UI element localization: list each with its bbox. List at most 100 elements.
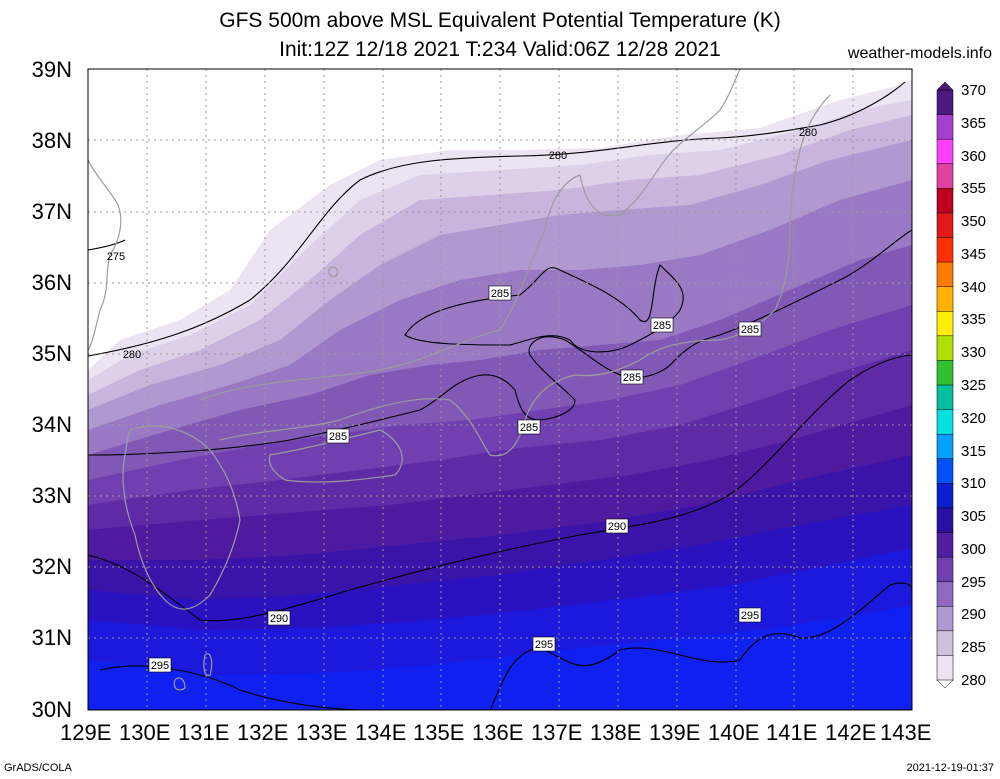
map-title: GFS 500m above MSL Equivalent Potential … <box>219 9 781 32</box>
lon-label-130e: 130E <box>119 720 171 745</box>
colorbar-label: 290 <box>961 606 987 624</box>
colorbar-swatch <box>936 409 954 435</box>
colorbar-label: 365 <box>961 114 987 132</box>
contour-label: 280 <box>799 127 817 139</box>
contour-label: 285 <box>653 320 671 332</box>
lon-label-137e: 137E <box>531 720 583 745</box>
contour-285-loop <box>404 264 684 353</box>
contour-labels: 275 280 280 280 285 285 285 285 285 285 290 290 295 2… <box>107 127 817 673</box>
colorbar-label: 330 <box>961 344 987 362</box>
footer-software: GrADS/COLA <box>4 762 72 774</box>
lon-label-143e: 143E <box>880 720 932 745</box>
contour-label: 285 <box>623 372 641 384</box>
contour-label-box <box>650 317 674 333</box>
colorbar-label: 360 <box>961 147 987 165</box>
lat-label-33n: 33N <box>31 483 72 508</box>
lat-label-38n: 38N <box>31 128 72 153</box>
contour-label: 295 <box>535 639 553 651</box>
contour-label-box <box>620 369 644 385</box>
colorbar-label: 325 <box>961 377 987 394</box>
contour-label-box <box>517 419 541 435</box>
coast-korea <box>88 159 122 351</box>
contour-label: 285 <box>329 431 347 443</box>
lon-label-136e: 136E <box>472 720 524 745</box>
colorbar-swatch <box>936 311 954 337</box>
colorbar-label: 350 <box>961 213 987 231</box>
colorbar-swatch <box>936 114 954 140</box>
contour-label-box <box>605 518 629 534</box>
contour-280-west <box>88 81 906 357</box>
lat-label-30n: 30N <box>31 697 72 722</box>
lat-label-32n: 32N <box>31 554 72 579</box>
colorbar-label: 285 <box>961 639 987 657</box>
lat-label-31n: 31N <box>31 625 72 650</box>
colorbar-bottom-arrow <box>936 679 954 689</box>
colorbar-swatch <box>936 458 954 485</box>
colorbar-label: 345 <box>961 245 987 263</box>
lat-label-36n: 36N <box>31 270 72 295</box>
colorbar-swatch <box>936 335 954 362</box>
contour-285 <box>88 229 912 456</box>
colorbar-swatch <box>936 630 954 657</box>
colorbar-swatch <box>936 188 954 214</box>
theta-e-field <box>88 69 912 710</box>
colorbar-label: 340 <box>961 278 987 296</box>
colorbar-label: 355 <box>961 180 987 198</box>
colorbar-swatch <box>936 507 954 534</box>
colorbar-swatch <box>936 606 954 632</box>
colorbar-swatch <box>936 483 954 509</box>
colorbar-label: 370 <box>961 82 987 99</box>
contour-label-box <box>532 636 556 652</box>
colorbar-swatch <box>936 261 954 288</box>
contour-label: 280 <box>123 349 141 361</box>
lon-label-133e: 133E <box>296 720 348 745</box>
colorbar-label: 295 <box>961 573 987 591</box>
contour-label-box <box>267 610 291 626</box>
contour-label: 295 <box>741 610 759 622</box>
coast-honshu-north <box>199 69 741 401</box>
colorbar-swatch <box>936 89 954 116</box>
contour-label: 285 <box>520 422 538 434</box>
colorbar-top-arrow <box>936 81 954 91</box>
contour-label: 275 <box>107 251 125 263</box>
colorbar-swatch <box>936 138 954 165</box>
colorbar-swatch <box>936 556 954 583</box>
lat-label-34n: 34N <box>31 412 72 437</box>
colorbar-swatch <box>936 655 954 681</box>
colorbar-swatch <box>936 532 954 558</box>
colorbar-swatch <box>936 237 954 263</box>
colorbar-label: 315 <box>961 442 987 460</box>
colorbar-label: 305 <box>961 508 987 526</box>
contour-label-box <box>738 607 762 623</box>
lon-label-138e: 138E <box>590 720 642 745</box>
coast-honshu-south <box>219 94 831 457</box>
lat-label-39n: 39N <box>31 57 72 82</box>
lon-label-142e: 142E <box>825 720 877 745</box>
contour-label: 295 <box>151 660 169 672</box>
graticule <box>88 69 912 710</box>
coast-islands <box>173 266 339 691</box>
lon-label-132e: 132E <box>237 720 289 745</box>
contour-label: 285 <box>491 288 509 300</box>
contour-label: 285 <box>741 324 759 336</box>
colorbar-swatch <box>936 433 954 460</box>
footer-timestamp: 2021-12-19-01:37 <box>906 762 994 774</box>
map-subtitle: Init:12Z 12/18 2021 T:234 Valid:06Z 12/2… <box>279 38 721 61</box>
contour-label: 290 <box>608 521 626 533</box>
coastlines <box>88 69 831 691</box>
colorbar-swatch <box>936 212 954 239</box>
colorbar-label: 310 <box>961 475 987 493</box>
lon-label-134e: 134E <box>355 720 407 745</box>
colorbar-swatch <box>936 360 954 386</box>
lon-label-129e: 129E <box>60 720 112 745</box>
coast-kyushu <box>122 425 241 610</box>
lon-label-140e: 140E <box>708 720 760 745</box>
contour-label-box <box>738 321 762 337</box>
lat-label-37n: 37N <box>31 199 72 224</box>
colorbar-label: 320 <box>961 409 987 427</box>
credit-text: weather-models.info <box>847 45 992 62</box>
colorbar-label: 300 <box>961 540 987 558</box>
lon-label-131e: 131E <box>178 720 230 745</box>
contour-275 <box>88 239 126 251</box>
